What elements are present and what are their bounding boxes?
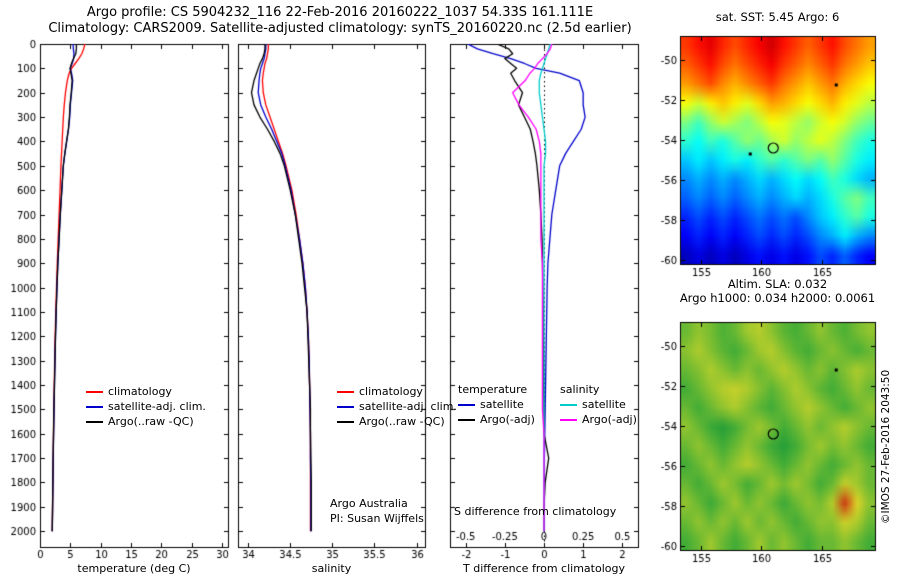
legend-item-satellite-s: satellite xyxy=(560,397,637,412)
sla-title-argo: Argo h1000: 0.034 h2000: 0.0061 xyxy=(679,291,876,305)
satellite-t-line-swatch xyxy=(458,403,475,406)
annotation-s-difference: S difference from climatology xyxy=(454,505,617,518)
climatology-line-swatch xyxy=(86,390,103,393)
legend-header-salinity: salinity xyxy=(560,383,600,396)
legend-item-argo-s: Argo(-adj) xyxy=(560,412,637,427)
annotation-pi: PI: Susan Wijffels xyxy=(330,512,424,525)
xlabel-temperature: temperature (deg C) xyxy=(77,562,191,575)
legend-item-climatology: climatology xyxy=(86,384,206,399)
xlabel-salinity: salinity xyxy=(311,562,352,575)
legend-tdiff-temperature: temperature satellite Argo(-adj) xyxy=(458,382,535,427)
xlabel-t-difference: T difference from climatology xyxy=(463,562,625,575)
legend-item-argo: Argo(..raw -QC) xyxy=(337,414,457,429)
legend-item-satellite-adj: satellite-adj. clim. xyxy=(337,399,457,414)
argo-s-line-swatch xyxy=(560,418,577,421)
sla-title-alt: Altim. SLA: 0.032 xyxy=(727,277,828,291)
legend-item-satellite-adj: satellite-adj. clim. xyxy=(86,399,206,414)
legend-salinity-plot: climatology satellite-adj. clim. Argo(..… xyxy=(337,384,457,429)
climatology-line-swatch xyxy=(337,390,354,393)
page-title: Argo profile: CS 5904232_116 22-Feb-2016… xyxy=(86,5,594,20)
satellite-s-line-swatch xyxy=(560,403,577,406)
argo-line-swatch xyxy=(86,420,103,423)
satellite-line-swatch xyxy=(86,405,103,408)
legend-item-argo-t: Argo(-adj) xyxy=(458,412,535,427)
legend-header-temperature: temperature xyxy=(458,383,528,396)
legend-temperature-plot: climatology satellite-adj. clim. Argo(..… xyxy=(86,384,206,429)
legend-tdiff-salinity: salinity satellite Argo(-adj) xyxy=(560,382,637,427)
sst-map-title: sat. SST: 5.45 Argo: 6 xyxy=(715,10,840,24)
annotation-argo-australia: Argo Australia xyxy=(330,497,408,510)
legend-item-satellite-t: satellite xyxy=(458,397,535,412)
satellite-line-swatch xyxy=(337,405,354,408)
argo-t-line-swatch xyxy=(458,418,475,421)
legend-item-argo: Argo(..raw -QC) xyxy=(86,414,206,429)
argo-line-swatch xyxy=(337,420,354,423)
legend-item-climatology: climatology xyxy=(337,384,457,399)
page-subtitle: Climatology: CARS2009. Satellite-adjuste… xyxy=(48,21,632,36)
imos-credit: ©IMOS 27-Feb-2016 2043:50 xyxy=(880,369,892,524)
